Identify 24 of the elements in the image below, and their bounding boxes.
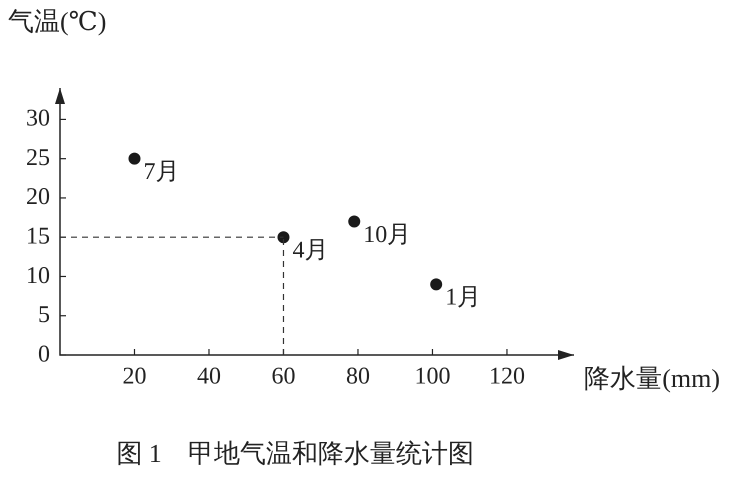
y-tick-label: 5 (38, 302, 50, 328)
y-tick-label: 15 (26, 224, 50, 250)
y-tick-label: 10 (26, 262, 50, 289)
x-tick-label: 60 (271, 364, 296, 390)
y-axis-title: 气温(℃) (8, 6, 106, 36)
point (348, 216, 360, 228)
y-tick-label: 0 (38, 341, 50, 368)
point (430, 278, 442, 290)
x-tick-label: 20 (122, 364, 146, 390)
annotation: 10月 (363, 222, 412, 248)
y-tick-label: 20 (26, 184, 50, 210)
point (128, 152, 140, 165)
x-tick-label: 80 (346, 364, 370, 390)
text: 图 1 甲地气温和降水量统计图 (116, 439, 474, 468)
x-axis-title: 降水量(mm) (584, 364, 720, 393)
y-tick-label: 30 (26, 106, 50, 132)
x-tick-label: 100 (414, 364, 450, 390)
annotation: 4月 (292, 238, 328, 264)
annotation: 7月 (143, 158, 180, 185)
point (277, 231, 290, 244)
x-tick-label: 120 (488, 364, 525, 390)
annotation: 1月 (445, 284, 482, 311)
y-tick-label: 25 (26, 144, 50, 171)
x-tick-label: 40 (196, 364, 221, 390)
